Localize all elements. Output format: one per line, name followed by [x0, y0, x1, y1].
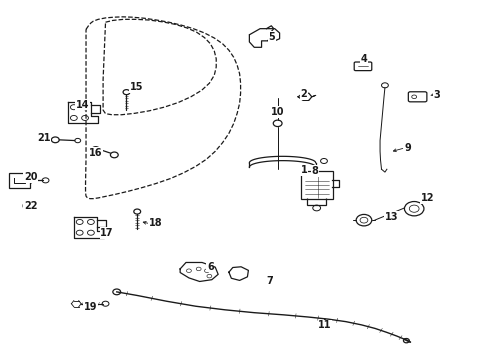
- Text: 16: 16: [89, 148, 102, 158]
- Text: 22: 22: [24, 201, 38, 211]
- Text: 3: 3: [433, 90, 440, 100]
- Text: 11: 11: [318, 320, 331, 330]
- Text: 14: 14: [76, 100, 89, 110]
- Text: 6: 6: [206, 262, 213, 272]
- Text: 15: 15: [129, 82, 142, 93]
- Text: 19: 19: [84, 302, 98, 312]
- Text: 7: 7: [266, 276, 273, 286]
- Text: 4: 4: [360, 54, 366, 64]
- Text: 8: 8: [311, 166, 318, 176]
- Text: 12: 12: [420, 193, 433, 203]
- Text: 10: 10: [270, 107, 284, 117]
- Text: 17: 17: [100, 228, 114, 238]
- Text: 5: 5: [268, 32, 275, 41]
- Text: 21: 21: [37, 133, 50, 143]
- Text: 20: 20: [24, 172, 38, 182]
- Text: 1: 1: [300, 165, 307, 175]
- Text: 18: 18: [149, 218, 162, 228]
- Text: 13: 13: [384, 212, 398, 221]
- Text: 2: 2: [300, 89, 307, 99]
- Text: 9: 9: [404, 143, 410, 153]
